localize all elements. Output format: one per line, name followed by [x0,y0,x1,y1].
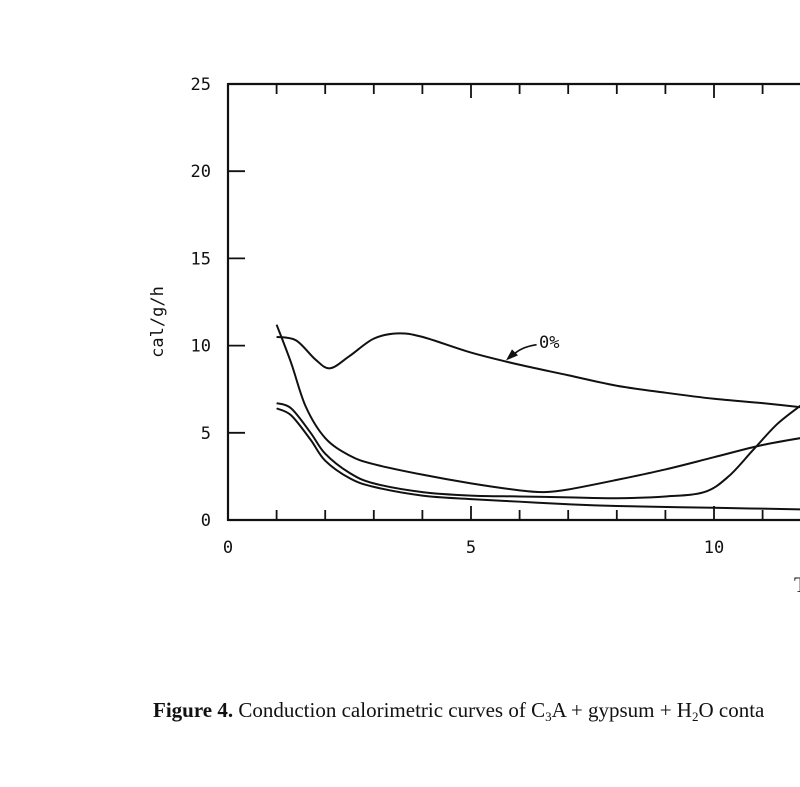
series-line-0-percent [276,332,800,409]
caption-text: Conduction calorimetric curves of C [233,698,546,722]
caption-label: Figure 4. [153,698,234,722]
caption-text: O conta [698,698,765,722]
caption-sub: 2 [691,709,699,724]
y-tick-label: 15 [191,249,211,269]
x-tick-label: 10 [704,538,724,558]
caption-text: A + gypsum + H [551,698,692,722]
curves [275,324,800,511]
y-tick-label: 10 [191,337,211,357]
x-tick-label: 5 [466,538,476,558]
y-tick-label: 5 [201,424,211,444]
y-tick-label: 25 [191,75,211,95]
series-line-curve-3 [276,402,800,500]
y-tick-label: 0 [201,511,211,531]
ticks: 0 5 10 0 5 10 15 20 25 [191,75,764,558]
series-line-curve-2 [275,324,800,494]
figure-caption: Figure 4. Conduction calorimetric curves… [153,698,764,723]
annotation-0-percent: 0% [539,333,559,353]
y-tick-label: 20 [191,162,211,182]
y-axis-label: cal/g/h [148,286,168,358]
caption-sub: 3 [545,709,552,724]
series-line-curve-4 [276,407,800,511]
axes [226,82,800,522]
x-tick-label: 0 [223,538,233,558]
annotation-arrowhead [505,349,518,361]
x-axis-label: T [794,572,800,597]
